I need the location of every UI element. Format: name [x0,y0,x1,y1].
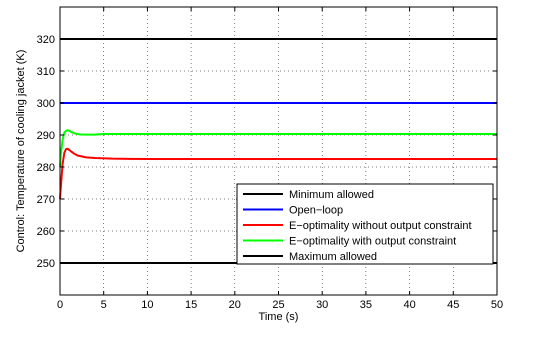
x-axis-label: Time (s) [259,311,299,323]
x-tick-label: 20 [229,299,241,311]
legend: Minimum allowed Open−loop E−optimality wit… [236,183,494,265]
ticks [59,7,498,295]
y-axis-label: Control: Temperature of cooling jacket (… [15,50,27,253]
legend-entry-4: Maximum allowed [289,251,377,263]
legend-entry-1: Open−loop [289,205,343,217]
x-tick-label: 50 [491,299,503,311]
y-tick-label: 300 [37,98,55,110]
legend-entry-3: E−optimality with output constraint [289,236,456,248]
x-tick-label: 30 [316,299,328,311]
x-tick-label: 10 [141,299,153,311]
x-tick-label: 40 [403,299,415,311]
series-line-3 [59,129,497,168]
x-tick-label: 5 [101,299,107,311]
legend-entry-0: Minimum allowed [289,189,374,201]
x-tick-label: 45 [447,299,459,311]
y-tick-label: 280 [37,162,55,174]
y-tick-label: 270 [37,194,55,206]
y-tick-label: 290 [37,130,55,142]
x-tick-label: 15 [185,299,197,311]
series-line-2 [59,147,497,200]
y-tick-label: 310 [37,66,55,78]
legend-entry-2: E−optimality without output constraint [289,220,472,232]
y-tick-label: 320 [37,34,55,46]
x-tick-label: 25 [272,299,284,311]
x-tick-label: 35 [360,299,372,311]
tick-labels: 0 5 10 15 20 25 30 35 40 45 50 250 260 270 280 290 300 31… [37,34,503,311]
y-tick-label: 260 [37,226,55,238]
x-tick-label: 0 [57,299,63,311]
y-tick-label: 250 [37,258,55,270]
